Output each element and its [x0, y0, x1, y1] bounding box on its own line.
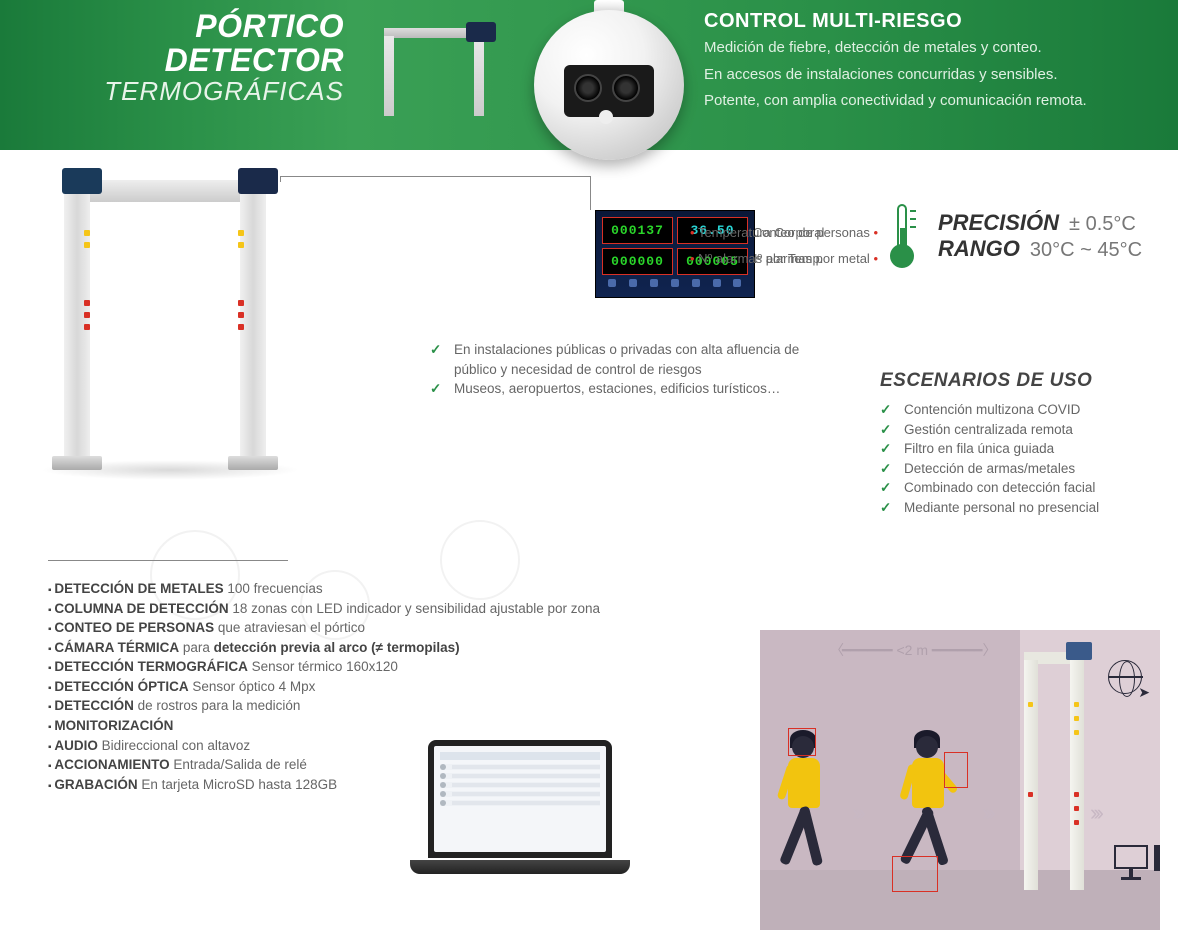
spec-row: DETECCIÓN TERMOGRÁFICA Sensor térmico 16…	[48, 657, 688, 677]
flow-arrows-icon: ›››	[1090, 800, 1100, 826]
thermometer-icon	[880, 200, 924, 272]
connector-line	[590, 176, 591, 210]
spec-row: CÁMARA TÉRMICA para detección previa al …	[48, 638, 688, 658]
spec-row: COLUMNA DE DETECCIÓN 18 zonas con LED in…	[48, 599, 688, 619]
check-icon: ✓	[880, 478, 896, 498]
gate-mini-icon	[374, 18, 494, 118]
label-temp-alarms: Nº alarmas por Temp.	[690, 246, 870, 272]
check-icon: ✓	[880, 459, 896, 479]
product-title-line2: TERMOGRÁFICAS	[14, 77, 344, 106]
distance-value: <2 m	[896, 642, 928, 658]
check-icon: ✓	[880, 439, 896, 459]
check-icon: ✓	[430, 379, 446, 399]
product-title-line1: PÓRTICO DETECTOR	[14, 10, 344, 77]
flow-arrows-icon: ›››	[982, 800, 992, 826]
banner-product-image	[354, 10, 694, 150]
illus-person-icon	[780, 730, 840, 910]
illus-gate-icon	[1024, 642, 1084, 892]
globe-icon	[1108, 660, 1142, 694]
scenario-item: Detección de armas/metales	[904, 459, 1075, 479]
banner-desc-3: Potente, con amplia conectividad y comun…	[704, 90, 1164, 113]
laptop-image	[410, 740, 630, 890]
check-icon: ✓	[880, 400, 896, 420]
scenarios-block: ESCENARIOS DE USO ✓ Contención multizona …	[880, 370, 1099, 517]
scenario-item: Gestión centralizada remota	[904, 420, 1073, 440]
scenario-item: Contención multizona COVID	[904, 400, 1080, 420]
main-content: Conteo de personas Nº alarmas por metal …	[0, 150, 1178, 850]
spec-row: MONITORIZACIÓN	[48, 716, 688, 736]
label-body-temp: Temperatura Corporal	[690, 220, 870, 246]
monitor-icon	[1114, 845, 1148, 880]
display-cell-metal: 000000	[602, 248, 673, 275]
range-label: RANGO	[938, 236, 1020, 262]
scenario-item: Mediante personal no presencial	[904, 498, 1099, 518]
precision-text: PRECISIÓN ± 0.5°C RANGO 30°C ~ 45°C	[938, 210, 1142, 262]
connector-line	[280, 176, 590, 177]
banner-desc-2: En accesos de instalaciones concurridas …	[704, 64, 1164, 87]
dome-camera-icon	[534, 10, 694, 170]
range-value: 30°C ~ 45°C	[1030, 239, 1142, 262]
display-labels-right: Temperatura Corporal Nº alarmas por Temp…	[690, 220, 870, 272]
banner-subtitle: CONTROL MULTI-RIESGO	[704, 10, 1164, 33]
scenario-item: Combinado con detección facial	[904, 478, 1095, 498]
precision-value: ± 0.5°C	[1069, 213, 1136, 236]
banner-desc-1: Medición de fiebre, detección de metales…	[704, 37, 1164, 60]
distance-label: 〈━━━━━━ <2 m ━━━━━━〉	[830, 640, 994, 660]
product-gate-image	[40, 160, 320, 480]
flow-arrows-icon: ›››	[852, 800, 862, 826]
display-cell-count: 000137	[602, 217, 673, 244]
check-icon: ✓	[880, 420, 896, 440]
banner-title-block: PÓRTICO DETECTOR TERMOGRÁFICAS	[14, 10, 354, 150]
detection-box-icon	[944, 752, 968, 788]
check-item: Museos, aeropuertos, estaciones, edifici…	[454, 379, 780, 399]
usage-illustration: 〈━━━━━━ <2 m ━━━━━━〉	[760, 630, 1160, 930]
spec-row: CONTEO DE PERSONAS que atraviesan el pór…	[48, 618, 688, 638]
spec-row: DETECCIÓN de rostros para la medición	[48, 696, 688, 716]
header-banner: PÓRTICO DETECTOR TERMOGRÁFICAS CONTROL M…	[0, 0, 1178, 150]
check-item: En instalaciones públicas o privadas con…	[454, 340, 814, 379]
precision-block: PRECISIÓN ± 0.5°C RANGO 30°C ~ 45°C	[880, 200, 1142, 272]
check-icon: ✓	[430, 340, 446, 379]
detection-box-icon	[788, 728, 816, 756]
scenarios-title: ESCENARIOS DE USO	[880, 370, 1099, 392]
scenario-item: Filtro en fila única guiada	[904, 439, 1054, 459]
precision-label: PRECISIÓN	[938, 210, 1059, 236]
display-icon-row	[602, 279, 748, 291]
mid-checklist: ✓En instalaciones públicas o privadas co…	[430, 340, 814, 399]
spec-row: DETECCIÓN DE METALES 100 frecuencias	[48, 579, 688, 599]
check-icon: ✓	[880, 498, 896, 518]
cursor-icon: ➤	[1138, 684, 1150, 701]
banner-description-block: CONTROL MULTI-RIESGO Medición de fiebre,…	[694, 10, 1164, 150]
detection-box-icon	[892, 856, 938, 892]
scenarios-list: ✓ Contención multizona COVID ✓ Gestión cen…	[880, 400, 1099, 517]
spec-row: DETECCIÓN ÓPTICA Sensor óptico 4 Mpx	[48, 677, 688, 697]
specs-divider	[48, 560, 288, 561]
